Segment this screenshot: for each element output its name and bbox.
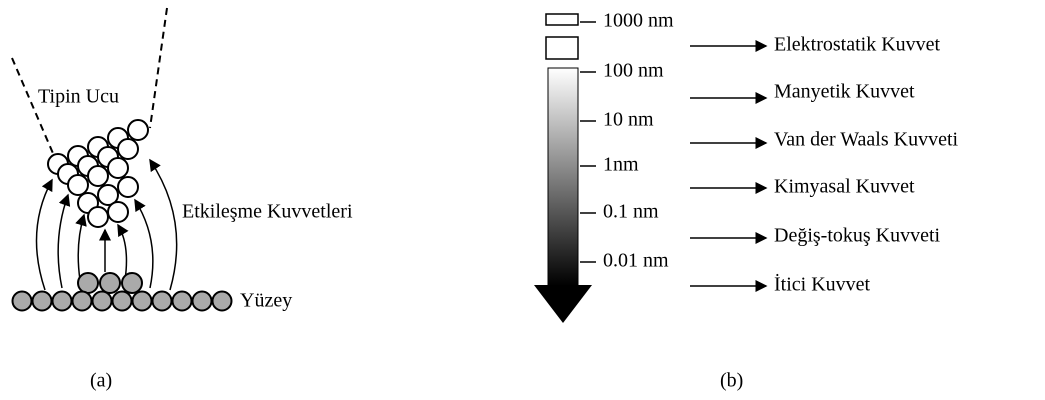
tip-outline: [12, 58, 55, 158]
force-arrow: [78, 215, 84, 280]
scale-bar: [548, 68, 578, 286]
tip-atom: [128, 120, 148, 140]
surface-atom: [53, 292, 72, 311]
tip-atom: [118, 177, 138, 197]
scale-label: 0.01 nm: [603, 250, 669, 272]
adatom: [122, 273, 142, 293]
force-label: Manyetik Kuvvet: [774, 81, 915, 103]
force-label: İtici Kuvvet: [774, 273, 871, 296]
surface-atom: [193, 292, 212, 311]
force-label: Etkileşme Kuvvetleri: [182, 201, 353, 223]
tip-outline: [150, 8, 167, 128]
surface-atom: [113, 292, 132, 311]
force-arrow: [36, 180, 52, 290]
tip-label: Tipin Ucu: [38, 86, 119, 108]
figure: Tipin Ucu Etkileşme Kuvvetleri Yüzey (a)…: [0, 0, 1045, 400]
surface-atom: [153, 292, 172, 311]
scale-box: [546, 14, 578, 25]
panel-a: Tipin Ucu Etkileşme Kuvvetleri Yüzey (a): [12, 8, 353, 392]
scale-label: 100 nm: [603, 60, 664, 82]
adatom: [78, 273, 98, 293]
surface-atom: [133, 292, 152, 311]
tip-atom: [118, 139, 138, 159]
surface-label: Yüzey: [240, 290, 292, 312]
surface-atom: [93, 292, 112, 311]
scale-box: [546, 37, 578, 59]
surface-atom: [33, 292, 52, 311]
surface-atom: [13, 292, 32, 311]
scale-label: 1000 nm: [603, 10, 674, 32]
caption: (b): [720, 370, 743, 392]
force-label: Van der Waals Kuvveti: [774, 129, 959, 151]
force-label: Kimyasal Kuvvet: [774, 176, 915, 198]
panel-b: (b) 1000 nm 100 nm 10 nm 1nm 0.1 nm 0.01 nm El…: [534, 10, 959, 392]
scale-arrowhead: [534, 285, 592, 323]
scale-label: 10 nm: [603, 109, 654, 131]
surface-atom: [173, 292, 192, 311]
tip-atom: [68, 175, 88, 195]
surface-atom: [73, 292, 92, 311]
caption: (a): [90, 370, 112, 392]
force-label: Değiş-tokuş Kuvveti: [774, 225, 941, 247]
force-label: Elektrostatik Kuvvet: [774, 34, 941, 56]
tip-atom: [88, 166, 108, 186]
tip-atom: [108, 158, 128, 178]
surface-atom: [213, 292, 232, 311]
force-arrow: [58, 195, 68, 288]
tip-atom: [88, 207, 108, 227]
force-arrow: [118, 225, 126, 280]
scale-label: 1nm: [603, 154, 639, 176]
scale-label: 0.1 nm: [603, 201, 659, 223]
tip-atom: [108, 202, 128, 222]
adatom: [100, 273, 120, 293]
force-arrow: [150, 160, 177, 290]
